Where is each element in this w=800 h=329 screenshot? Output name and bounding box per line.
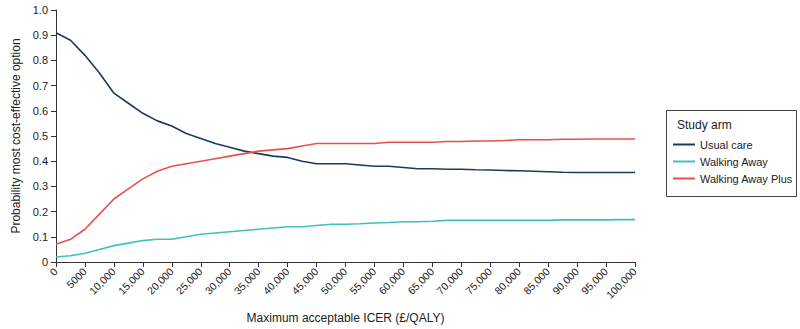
svg-text:25,000: 25,000 [174, 266, 205, 297]
svg-text:0.6: 0.6 [33, 105, 48, 117]
svg-text:0.8: 0.8 [33, 54, 48, 66]
svg-text:90,000: 90,000 [551, 266, 582, 297]
svg-text:Walking Away Plus: Walking Away Plus [700, 173, 793, 185]
svg-text:0.4: 0.4 [33, 155, 48, 167]
svg-text:0.5: 0.5 [33, 130, 48, 142]
svg-text:1.0: 1.0 [33, 4, 48, 16]
svg-text:0.1: 0.1 [33, 231, 48, 243]
svg-text:100,000: 100,000 [604, 266, 639, 301]
svg-text:30,000: 30,000 [203, 266, 234, 297]
svg-text:0.2: 0.2 [33, 206, 48, 218]
svg-text:10,000: 10,000 [87, 266, 118, 297]
svg-text:0: 0 [42, 256, 48, 268]
svg-text:Usual care: Usual care [700, 139, 753, 151]
svg-text:0.3: 0.3 [33, 180, 48, 192]
svg-text:5000: 5000 [65, 266, 89, 290]
svg-text:15,000: 15,000 [116, 266, 147, 297]
svg-text:45,000: 45,000 [290, 266, 321, 297]
svg-text:95,000: 95,000 [579, 266, 610, 297]
svg-text:Walking Away: Walking Away [700, 156, 768, 168]
svg-text:70,000: 70,000 [435, 266, 466, 297]
svg-text:55,000: 55,000 [348, 266, 379, 297]
svg-text:Maximum acceptable ICER (£/QAL: Maximum acceptable ICER (£/QALY) [247, 311, 445, 325]
svg-text:35,000: 35,000 [232, 266, 263, 297]
svg-text:65,000: 65,000 [406, 266, 437, 297]
svg-text:75,000: 75,000 [464, 266, 495, 297]
svg-text:Study arm: Study arm [677, 118, 732, 132]
svg-text:50,000: 50,000 [319, 266, 350, 297]
svg-text:40,000: 40,000 [261, 266, 292, 297]
svg-text:85,000: 85,000 [522, 266, 553, 297]
svg-text:0.9: 0.9 [33, 29, 48, 41]
svg-text:0.7: 0.7 [33, 80, 48, 92]
svg-text:0: 0 [48, 266, 60, 278]
svg-text:Probability most cost-effectiv: Probability most cost-effective option [9, 38, 23, 233]
svg-text:60,000: 60,000 [377, 266, 408, 297]
svg-text:20,000: 20,000 [145, 266, 176, 297]
svg-text:80,000: 80,000 [493, 266, 524, 297]
